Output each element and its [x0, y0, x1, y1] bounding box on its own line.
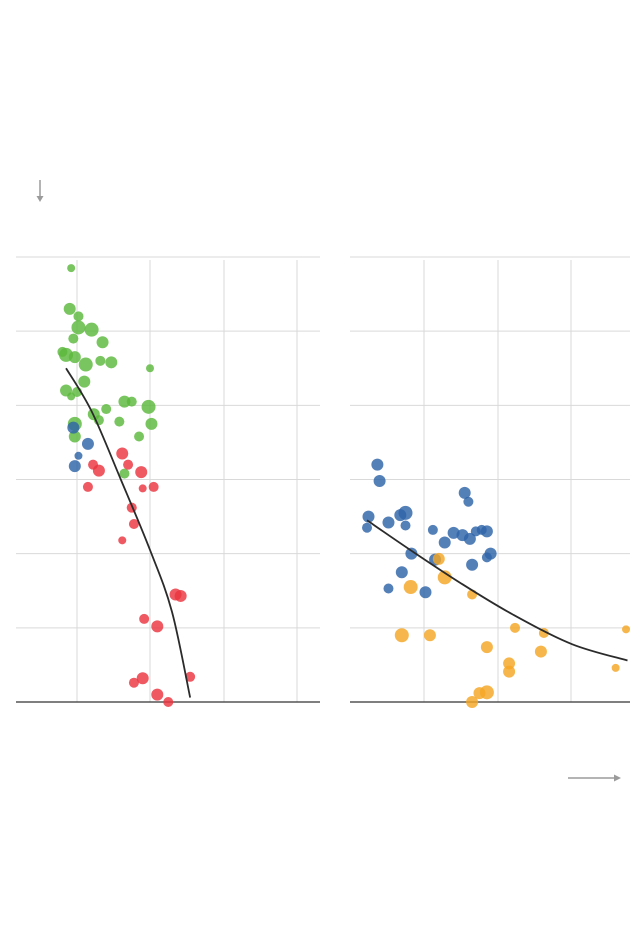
data-point-green: [84, 322, 99, 337]
data-point-orange: [611, 663, 620, 672]
data-point-orange: [479, 685, 494, 700]
data-point-green: [68, 351, 81, 364]
data-point-blue: [382, 516, 395, 529]
data-point-green: [146, 364, 154, 373]
trend-line: [366, 519, 628, 662]
data-point-blue: [463, 532, 476, 545]
data-point-green: [67, 264, 76, 273]
data-point-blue: [395, 566, 408, 579]
data-point-green: [145, 417, 158, 430]
data-point-blue: [480, 525, 493, 538]
data-point-green: [134, 431, 145, 442]
data-point-orange: [534, 645, 547, 658]
data-point-green: [118, 395, 131, 408]
data-point-orange: [394, 628, 409, 643]
data-point-red: [148, 481, 159, 492]
data-point-blue: [371, 458, 384, 471]
data-point-green: [57, 346, 68, 357]
data-point-blue: [427, 524, 438, 535]
data-point-red: [138, 484, 147, 493]
data-point-blue: [362, 510, 375, 523]
data-point-green: [63, 302, 76, 315]
data-point-blue: [405, 547, 418, 560]
data-point-orange: [480, 641, 493, 654]
data-point-green: [96, 336, 109, 349]
data-point-red: [135, 466, 148, 479]
down-arrow-head-icon: [36, 196, 44, 202]
data-point-green: [119, 468, 130, 479]
data-point-red: [151, 688, 164, 701]
data-point-blue: [68, 460, 81, 473]
data-point-green: [68, 333, 79, 344]
data-point-green: [71, 320, 86, 335]
data-point-red: [118, 536, 127, 545]
left-scatter-panel: [16, 256, 320, 707]
data-point-orange: [622, 625, 631, 634]
data-point-red: [82, 481, 93, 492]
axis-arrows: [36, 180, 621, 782]
data-point-green: [105, 356, 118, 369]
data-point-red: [174, 589, 187, 602]
data-point-red: [136, 672, 149, 685]
right-scatter-panel: [350, 256, 631, 708]
data-point-blue: [400, 520, 411, 531]
data-point-red: [128, 677, 139, 688]
data-point-orange: [510, 622, 521, 633]
data-point-red: [116, 447, 129, 460]
data-point-orange: [403, 580, 418, 595]
data-point-blue: [74, 451, 83, 460]
data-point-orange: [503, 665, 516, 678]
trend-line: [65, 367, 192, 698]
data-point-blue: [67, 421, 80, 434]
data-point-orange: [432, 552, 445, 565]
data-point-green: [73, 311, 84, 322]
data-point-green: [114, 416, 125, 427]
data-point-blue: [383, 583, 394, 594]
data-point-blue: [458, 486, 471, 499]
data-point-blue: [81, 437, 94, 450]
data-point-orange: [466, 696, 479, 708]
data-point-blue: [398, 505, 413, 520]
data-point-green: [68, 430, 81, 443]
data-point-green: [101, 404, 112, 415]
data-point-red: [163, 697, 174, 707]
data-point-red: [151, 620, 164, 633]
data-point-green: [141, 399, 156, 414]
data-point-orange: [437, 570, 452, 585]
data-point-red: [123, 459, 134, 470]
data-point-green: [78, 357, 93, 372]
data-point-blue: [419, 586, 432, 599]
data-point-green: [67, 392, 76, 401]
data-point-orange: [423, 629, 436, 642]
data-point-red: [92, 464, 105, 477]
data-point-blue: [438, 536, 451, 549]
data-point-red: [185, 671, 196, 682]
data-point-blue: [362, 522, 373, 533]
data-point-green: [78, 375, 91, 388]
data-point-red: [128, 519, 139, 529]
data-point-blue: [373, 474, 386, 487]
right-arrow-head-icon: [614, 774, 621, 782]
data-point-blue: [481, 552, 492, 563]
data-point-green: [126, 396, 137, 407]
data-point-blue: [466, 558, 479, 571]
data-point-blue: [463, 496, 474, 507]
data-point-red: [139, 613, 150, 624]
data-point-green: [95, 355, 106, 366]
